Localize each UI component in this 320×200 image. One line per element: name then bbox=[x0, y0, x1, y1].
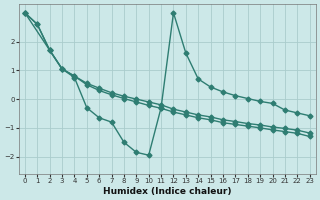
X-axis label: Humidex (Indice chaleur): Humidex (Indice chaleur) bbox=[103, 187, 232, 196]
